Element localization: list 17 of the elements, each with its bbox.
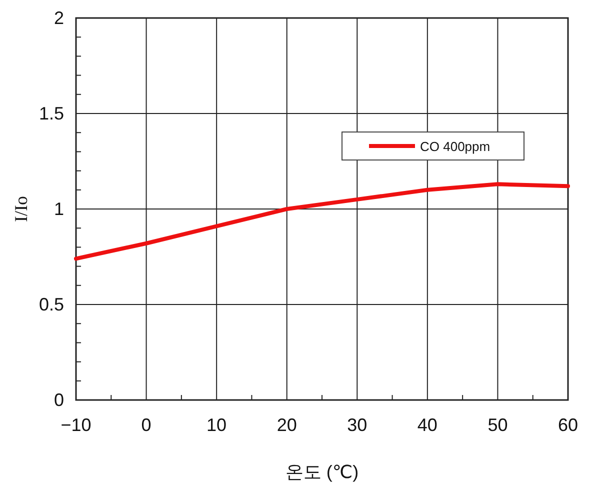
y-tick-label: 0.5	[38, 294, 64, 314]
y-tick-label: 2	[54, 8, 64, 28]
y-tick-label: 1.5	[38, 104, 64, 124]
x-tick-label: 60	[558, 415, 578, 435]
x-tick-label: 0	[141, 415, 152, 435]
line-series	[74, 182, 570, 261]
x-axis-title: 온도 (℃)	[285, 462, 359, 482]
x-tick-label: 20	[276, 415, 297, 435]
y-axis-title: I/Io	[11, 196, 31, 222]
x-tick-label: 10	[206, 415, 227, 435]
x-tick-label: 30	[347, 415, 368, 435]
y-tick-label: 0	[54, 390, 64, 410]
x-tick-label: 40	[417, 415, 438, 435]
x-tick-label: −10	[60, 415, 92, 435]
legend-label: CO 400ppm	[420, 139, 490, 154]
x-tick-label: 50	[488, 415, 508, 435]
y-tick-label: 1	[54, 199, 64, 219]
